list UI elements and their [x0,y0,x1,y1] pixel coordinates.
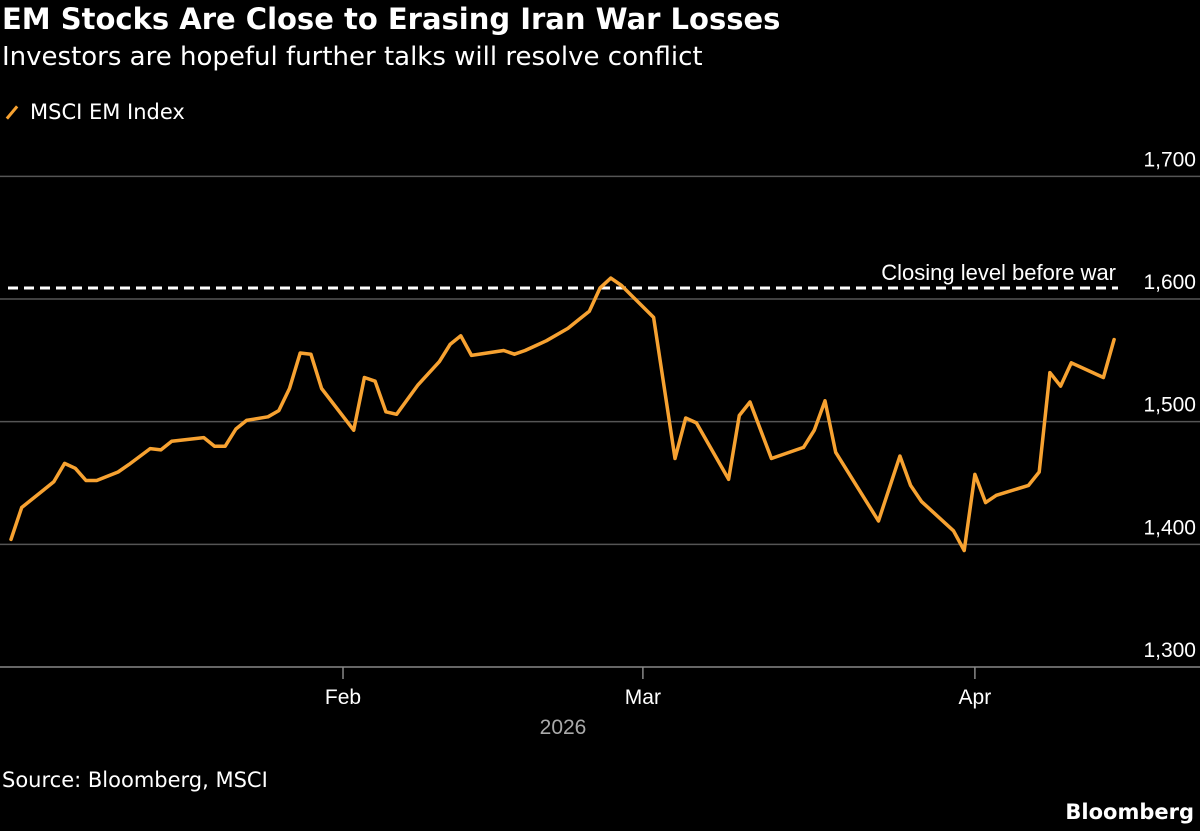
data-point [373,379,377,383]
data-point [298,351,302,355]
data-point [159,448,163,452]
data-point [598,286,602,290]
y-tick-label: 1,400 [1143,516,1196,539]
y-tick-label: 1,700 [1143,148,1196,171]
data-point [212,444,216,448]
y-tick-label: 1,300 [1143,639,1196,662]
data-point [502,349,506,353]
data-point [909,483,913,487]
data-point [437,360,441,364]
legend-label: MSCI EM Index [30,100,185,124]
data-point [287,387,291,391]
data-point [1037,470,1041,474]
data-point [320,387,324,391]
data-point [9,537,13,541]
reference-label: Closing level before war [881,260,1116,285]
data-point [95,479,99,483]
data-point [202,436,206,440]
x-tick-label: Feb [325,686,361,709]
data-point [395,412,399,416]
data-point [63,461,67,465]
data-point [994,493,998,497]
data-point [470,353,474,357]
data-point [769,456,773,460]
data-point [694,421,698,425]
data-point [1112,337,1116,341]
data-point [619,283,623,287]
x-year-label: 2026 [540,716,587,739]
data-point [534,344,538,348]
data-point [566,326,570,330]
data-point [1101,375,1105,379]
data-point [919,499,923,503]
data-point [609,276,613,280]
data-point [673,456,677,460]
data-point [277,409,281,413]
data-point [984,501,988,505]
x-tick-label: Mar [625,686,661,709]
data-point [73,466,77,470]
data-point [834,450,838,454]
data-point [127,463,131,467]
data-point [1069,361,1073,365]
data-point [545,339,548,343]
data-point [1048,371,1052,375]
data-point [1026,483,1030,487]
data-point [652,315,656,319]
chart-subtitle: Investors are hopeful further talks will… [2,42,703,72]
data-point [951,529,955,533]
data-point [523,349,527,353]
data-point [41,488,45,492]
data-point [748,400,752,404]
data-point [384,410,388,414]
series-line-msci-em [9,276,1116,553]
data-point [684,416,688,420]
data-point [962,548,966,552]
data-point [737,414,741,418]
source-note: Source: Bloomberg, MSCI [2,768,268,792]
line-chart: 1,300 1,400 1,500 1,600 1,700 Feb Mar Apr 2026 Cl… [0,148,1200,739]
data-point [234,427,238,431]
data-point [448,342,452,346]
data-point [973,472,977,476]
data-point [416,383,420,387]
chart-title: EM Stocks Are Close to Erasing Iran War … [2,2,781,36]
data-point [245,418,249,422]
data-point [577,318,581,322]
data-point [587,309,591,313]
data-point [802,445,806,449]
data-point [898,454,902,458]
data-point [877,519,881,523]
y-tick-label: 1,500 [1143,394,1196,417]
data-point [352,428,356,432]
y-tick-label: 1,600 [1143,271,1196,294]
data-point [727,477,731,481]
data-point [362,375,366,379]
data-point [459,334,463,338]
data-point [20,506,24,510]
data-point [266,415,270,419]
data-point [116,470,120,474]
data-point [223,444,227,448]
data-point [1059,384,1063,388]
data-point [148,447,152,451]
data-point [512,352,516,356]
bloomberg-logo: Bloomberg [1065,800,1194,824]
data-point [52,480,56,484]
data-point [309,352,313,356]
data-point [812,428,816,432]
data-point [823,399,827,403]
data-point [170,439,174,443]
legend: MSCI EM Index [4,100,185,124]
data-point [84,479,88,483]
x-tick-label: Apr [959,686,992,709]
